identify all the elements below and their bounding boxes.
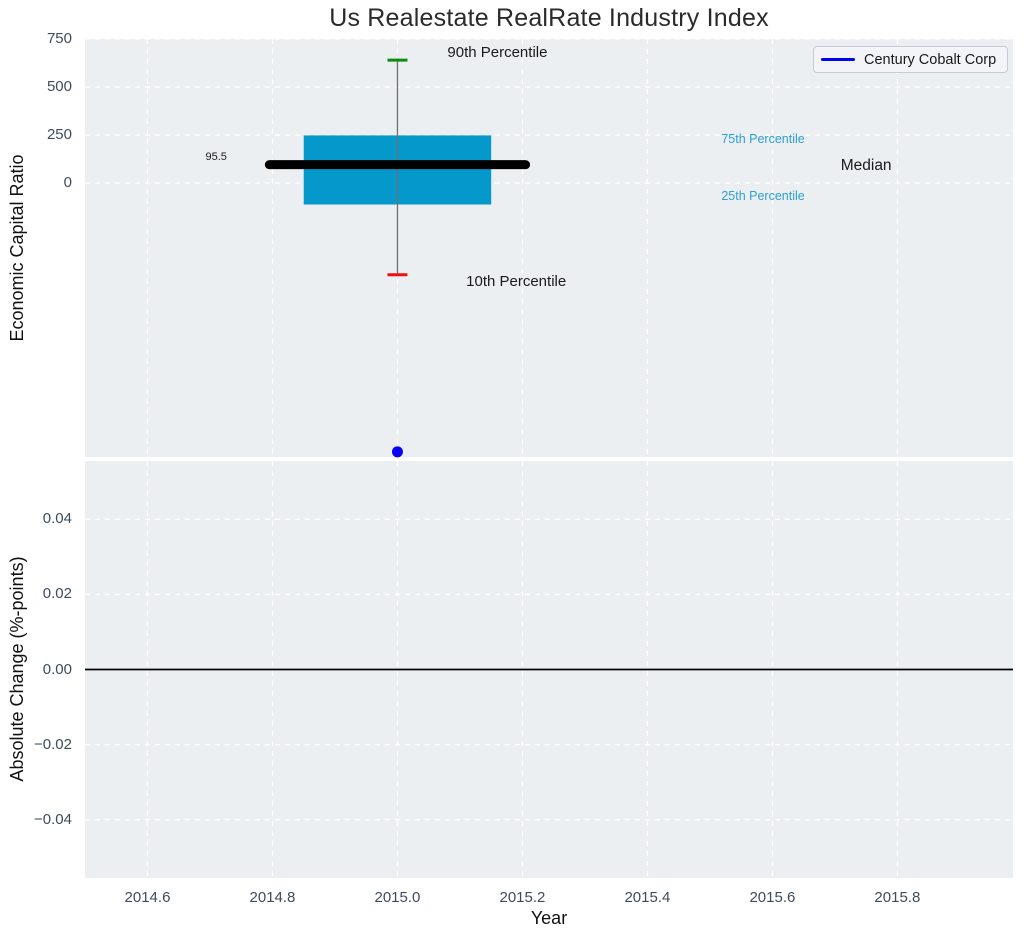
x-axis-label: Year (530, 908, 568, 928)
y-tick-label: 0.04 (42, 510, 72, 528)
annotation-90th-percentile: 90th Percentile (447, 44, 548, 62)
y-tick-label: 750 (46, 30, 72, 47)
annotation-75th-percentile: 75th Percentile (721, 131, 805, 146)
y-tick-label: 500 (46, 78, 72, 95)
y-tick-label: 250 (46, 126, 72, 143)
y-tick-label: 0.00 (42, 660, 72, 678)
legend-line-icon (821, 58, 855, 61)
y-tick-label: 0.02 (42, 585, 72, 603)
x-tick-label: 2014.8 (249, 889, 296, 906)
chart-title: Us Realestate RealRate Industry Index (329, 4, 769, 32)
annotation-95-5: 95.5 (205, 151, 227, 164)
bottom-subplot-panel (85, 461, 1013, 878)
top-subplot-panel (85, 39, 1013, 457)
legend-label: Century Cobalt Corp (864, 51, 997, 68)
y-axis-label-top: Economic Capital Ratio (7, 154, 27, 342)
annotation-10th-percentile: 10th Percentile (466, 273, 567, 291)
legend: Century Cobalt Corp (813, 46, 1008, 73)
y-tick-label: −0.04 (34, 810, 72, 828)
x-tick-label: 2015.8 (874, 889, 921, 906)
x-tick-label: 2015.4 (624, 889, 671, 906)
y-tick-label: −0.02 (34, 735, 72, 753)
x-tick-label: 2015.2 (499, 889, 546, 906)
x-tick-label: 2015.6 (749, 889, 796, 906)
x-tick-label: 2015.0 (374, 889, 421, 906)
x-tick-label: 2014.6 (124, 889, 171, 906)
y-tick-label: 0 (63, 174, 72, 191)
annotation-25th-percentile: 25th Percentile (721, 188, 805, 203)
annotation-median: Median (840, 156, 892, 174)
